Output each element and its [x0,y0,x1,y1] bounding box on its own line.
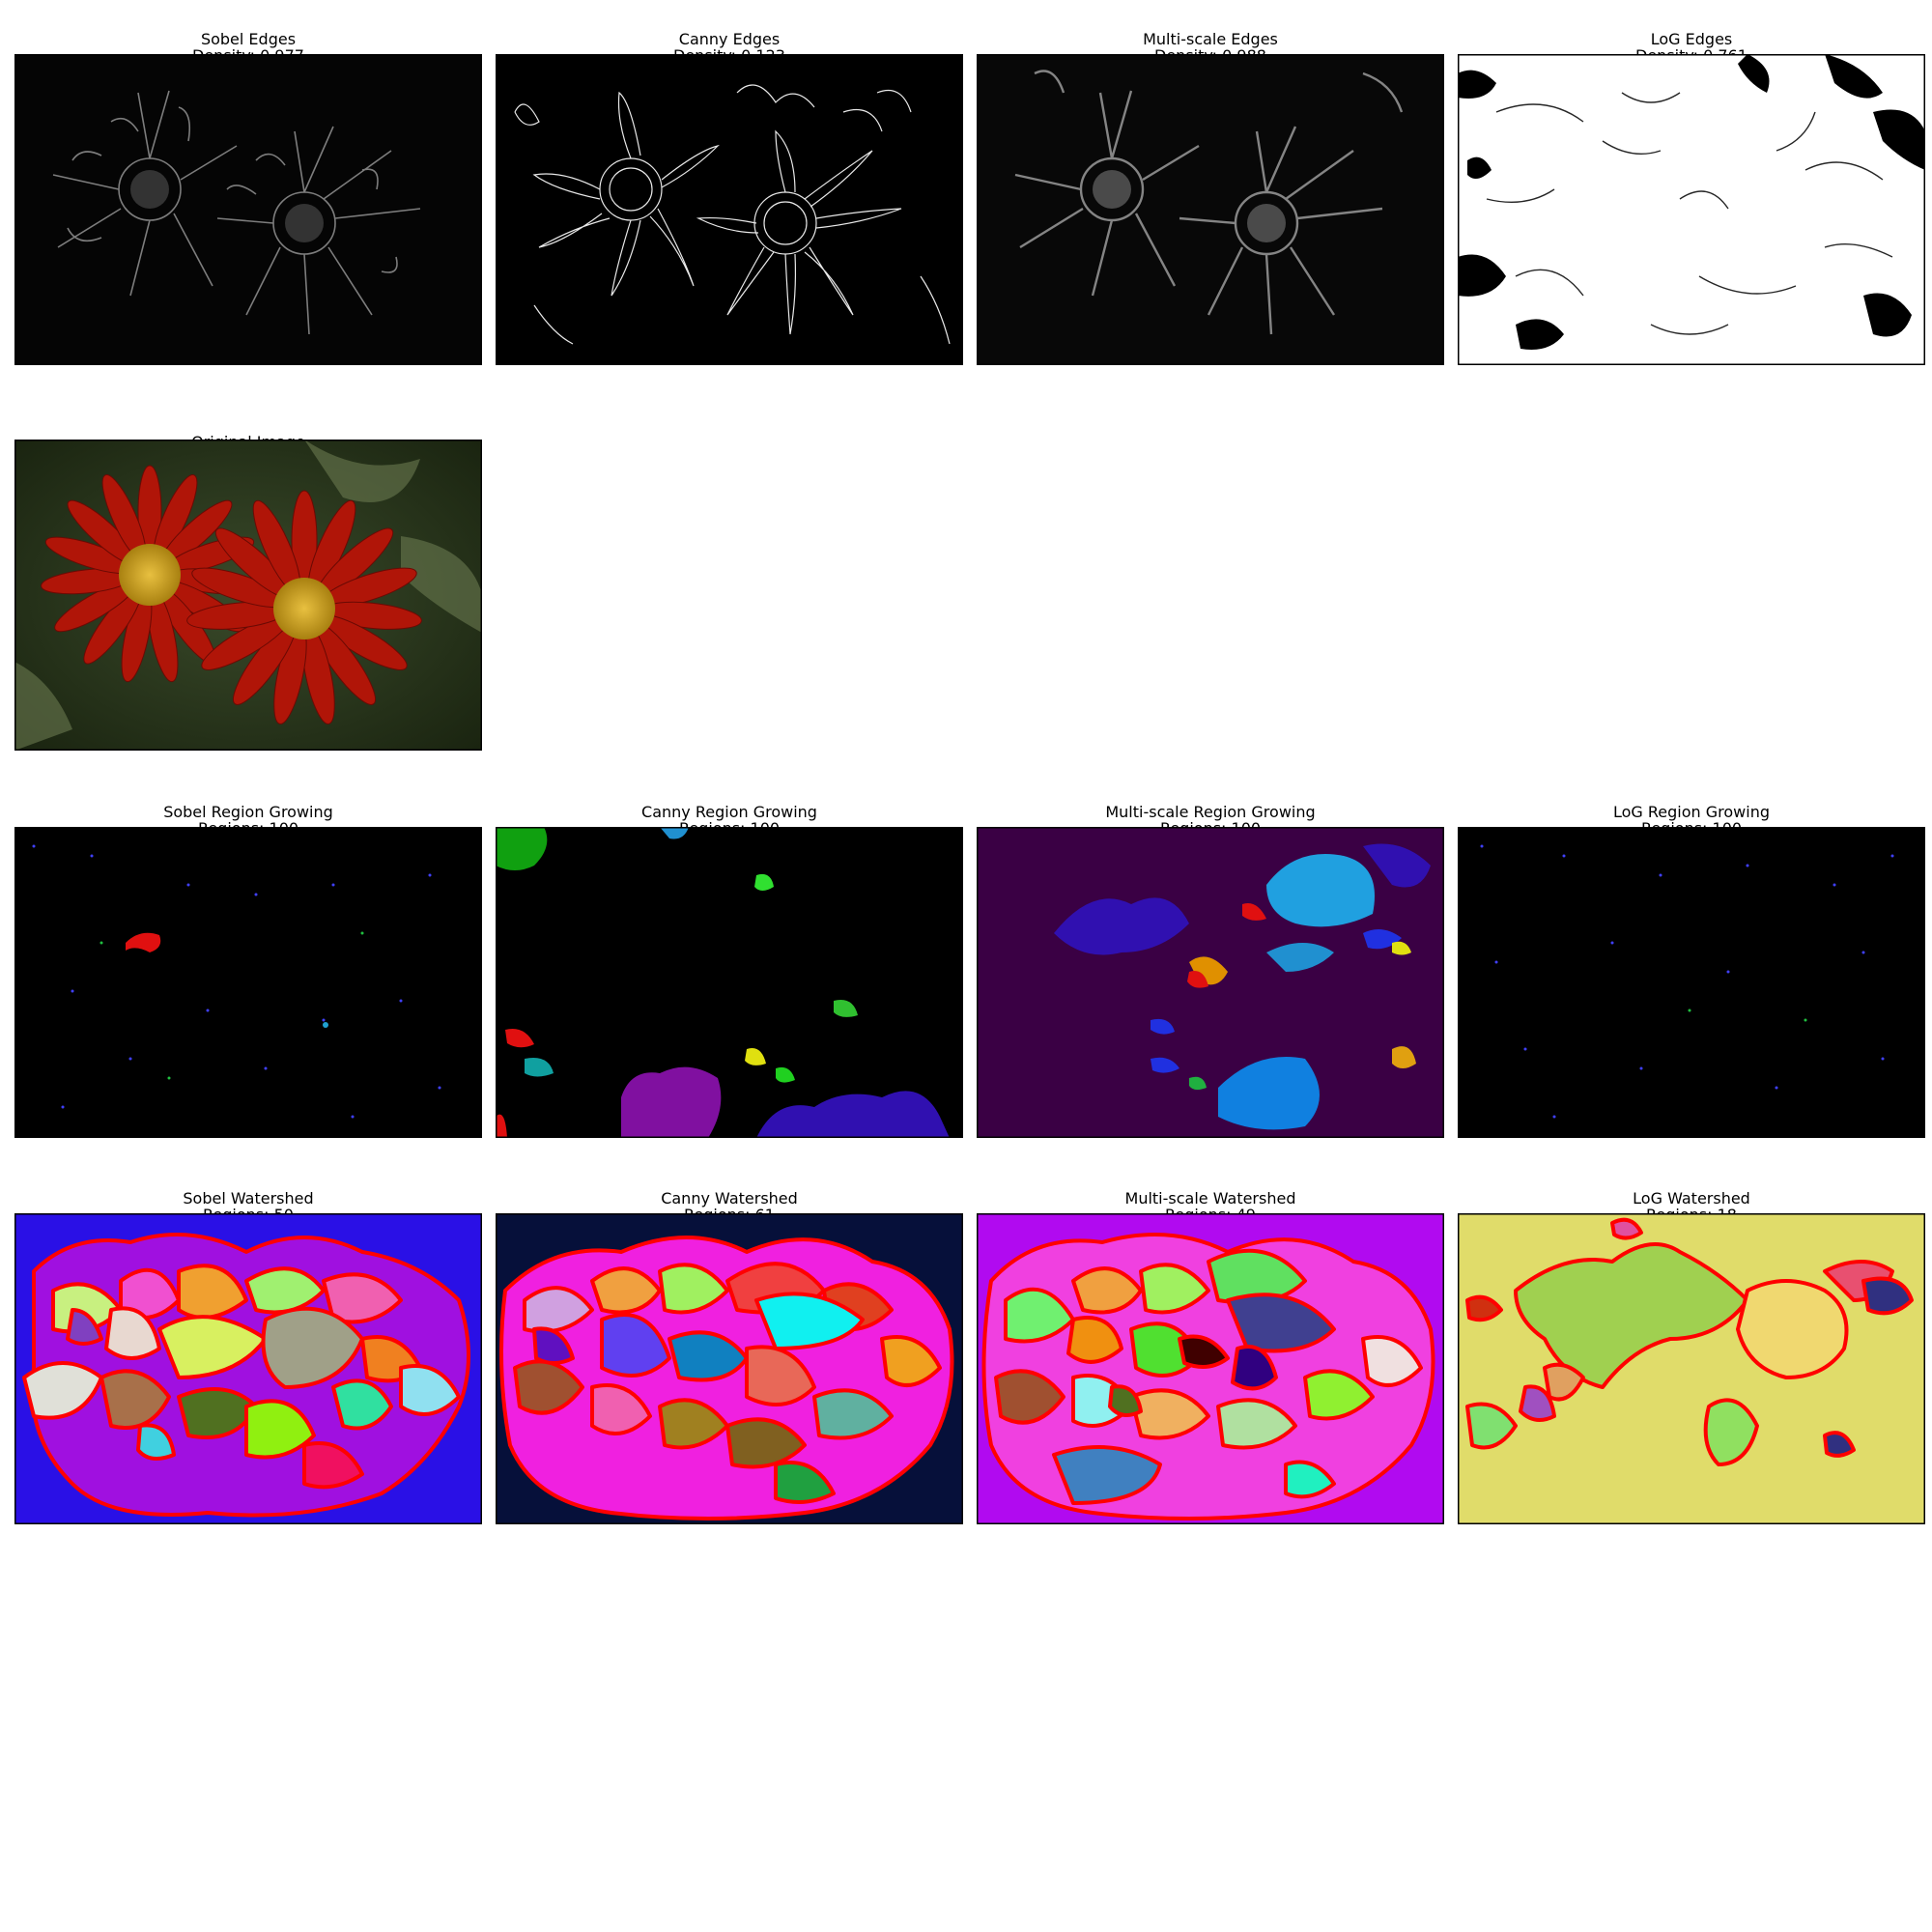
log-watershed-image [1458,1213,1925,1524]
canny-edges-image [496,54,963,365]
sobel-edges-image [14,54,482,365]
sobel-watershed-image [14,1213,482,1524]
log-edges-image [1458,54,1925,365]
multiscale-watershed-image [977,1213,1444,1524]
log-region-growing-image [1458,827,1925,1138]
sobel-region-growing-image [14,827,482,1138]
original-image [14,440,482,751]
canny-watershed-image [496,1213,963,1524]
multiscale-region-growing-image [977,827,1444,1138]
multiscale-edges-image [977,54,1444,365]
canny-region-growing-image [496,827,963,1138]
